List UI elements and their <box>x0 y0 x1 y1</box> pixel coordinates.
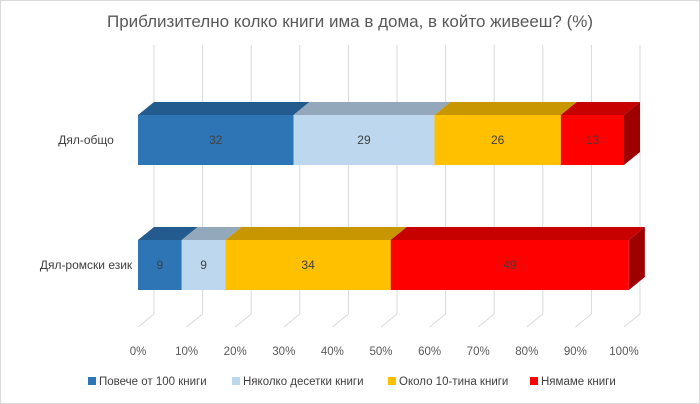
legend-swatch <box>88 377 96 385</box>
x-tick-label: 30% <box>272 346 295 358</box>
bar-segment <box>434 115 561 165</box>
bar-end <box>624 102 640 165</box>
floor-gridline <box>380 313 398 328</box>
floor-gridline <box>429 313 446 328</box>
category-label: Дял-ромски език <box>40 258 133 272</box>
x-tick-label: 0% <box>130 346 147 358</box>
x-tick-label: 40% <box>321 346 344 358</box>
legend-swatch <box>388 377 396 385</box>
bar-top <box>560 102 640 115</box>
legend-label: Няколко десетки книги <box>243 376 364 388</box>
legend-item: Около 10-тина книги <box>388 376 508 388</box>
x-tick-label: 90% <box>564 346 587 358</box>
data-label: 9 <box>200 258 207 272</box>
bar-segment <box>293 115 435 165</box>
x-tick-label: 50% <box>369 346 392 358</box>
floor-gridline <box>137 313 155 328</box>
x-tick-label: 80% <box>515 346 538 358</box>
legend-item: Нямаме книги <box>530 376 616 388</box>
bars: 32 29 26 13 9 9 34 49 <box>138 102 645 290</box>
legend-swatch <box>530 377 538 385</box>
bar-top <box>138 102 310 115</box>
bar-top <box>181 227 242 240</box>
legend: Повече от 100 книги Няколко десетки книги… <box>88 376 616 388</box>
floor-gridline <box>575 313 592 328</box>
bar-segment <box>390 240 629 290</box>
data-label: 29 <box>357 133 371 147</box>
floor-gridline <box>623 313 641 328</box>
legend-item: Няколко десетки книги <box>232 376 364 388</box>
floor-gridline <box>234 313 252 328</box>
bar-top <box>390 227 645 240</box>
x-axis-ticks: 0% 10% 20% 30% 40% 50% 60% 70% 80% 90% 100% <box>130 346 639 358</box>
bar-top <box>225 227 407 240</box>
bar-segment <box>181 240 226 290</box>
floor-gridline <box>283 313 301 328</box>
floor-gridline <box>477 313 495 328</box>
bar-end <box>628 227 645 290</box>
floor-gridline <box>526 313 544 328</box>
bar-top <box>434 102 577 115</box>
x-tick-label: 20% <box>224 346 247 358</box>
data-label: 13 <box>586 133 600 147</box>
category-labels: Дял-общо Дял-ромски език <box>40 133 133 272</box>
data-label: 49 <box>503 258 517 272</box>
bar-segment <box>138 115 294 165</box>
floor-gridline <box>332 313 349 328</box>
legend-label: Нямаме книги <box>541 376 616 388</box>
x-tick-label: 100% <box>609 346 638 358</box>
x-tick-label: 60% <box>418 346 441 358</box>
legend-label: Повече от 100 книги <box>99 376 207 388</box>
data-label: 26 <box>491 133 505 147</box>
x-tick-label: 10% <box>175 346 198 358</box>
data-label: 34 <box>301 258 315 272</box>
data-label: 32 <box>209 133 223 147</box>
bar-segment <box>138 240 182 290</box>
category-label: Дял-общо <box>58 133 114 147</box>
data-label: 9 <box>157 258 164 272</box>
legend-label: Около 10-тина книги <box>399 376 508 388</box>
bar-segment <box>560 115 624 165</box>
floor-gridline <box>186 313 203 328</box>
bar-top <box>293 102 451 115</box>
legend-item: Повече от 100 книги <box>88 376 207 388</box>
chart-title: Приблизително колко книги има в дома, в … <box>107 12 593 31</box>
bar-top <box>138 227 198 240</box>
x-tick-label: 70% <box>467 346 490 358</box>
legend-swatch <box>232 377 240 385</box>
bar-segment <box>225 240 391 290</box>
